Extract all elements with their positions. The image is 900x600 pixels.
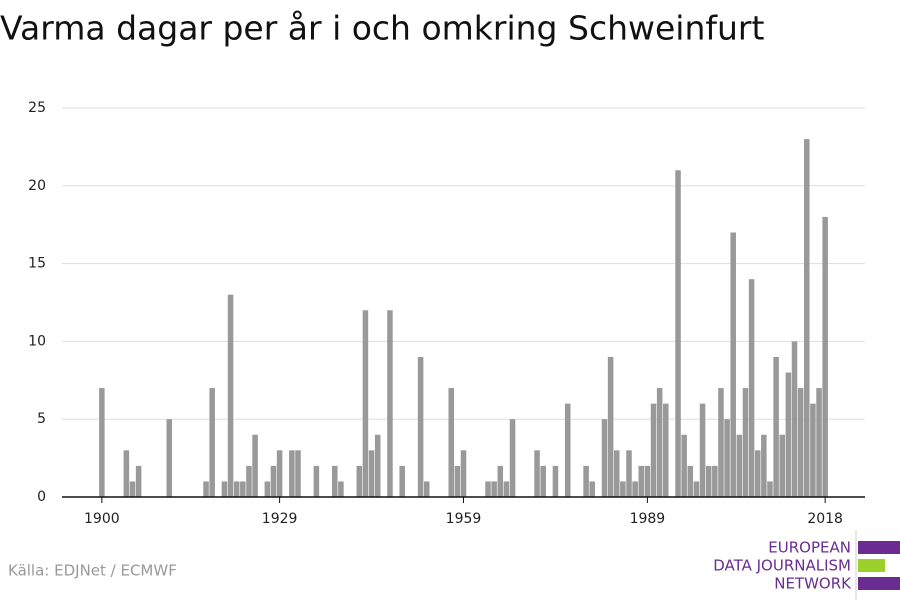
- y-tick-label: 0: [37, 489, 46, 505]
- bar: [264, 481, 271, 497]
- bar: [276, 450, 283, 497]
- bar: [227, 294, 234, 497]
- y-tick-label: 5: [37, 411, 46, 427]
- bar: [816, 388, 822, 497]
- bar: [423, 481, 430, 497]
- bar: [730, 232, 736, 498]
- y-tick-label: 10: [28, 333, 46, 349]
- logo-bar: [858, 559, 885, 572]
- logo-text: EUROPEAN: [768, 539, 851, 557]
- bar: [338, 481, 344, 497]
- bar: [693, 481, 700, 497]
- bar: [663, 403, 669, 497]
- bar: [620, 481, 626, 497]
- bar: [607, 356, 614, 497]
- bar: [552, 465, 559, 497]
- bar: [460, 450, 467, 497]
- bar: [736, 434, 743, 497]
- bar: [767, 481, 773, 497]
- bar: [718, 388, 724, 497]
- bar: [626, 450, 632, 497]
- bar: [773, 356, 779, 497]
- bar: [332, 465, 338, 497]
- logo-text: NETWORK: [774, 575, 852, 593]
- bar: [246, 465, 252, 497]
- bar: [374, 434, 381, 497]
- bar: [804, 139, 810, 497]
- bar: [368, 450, 375, 497]
- bar: [785, 372, 792, 497]
- bar: [503, 481, 510, 497]
- bar: [387, 310, 393, 497]
- bar: [650, 403, 657, 497]
- bar: [742, 388, 749, 497]
- bar: [724, 419, 730, 497]
- bar: [540, 465, 546, 497]
- bar: [209, 388, 215, 497]
- bar: [362, 310, 369, 497]
- y-tick-label: 20: [28, 178, 46, 194]
- bar: [485, 481, 491, 497]
- logo-text: DATA JOURNALISM: [713, 557, 851, 575]
- bar: [203, 481, 209, 497]
- bar: [656, 388, 663, 497]
- bar: [454, 465, 461, 497]
- bar: [289, 450, 295, 497]
- x-tick-label: 1959: [446, 511, 482, 527]
- source: Källa: EDJNet / ECMWF: [8, 562, 177, 580]
- bar: [687, 465, 694, 497]
- bar: [797, 388, 804, 497]
- bar: [270, 465, 277, 497]
- bar: [632, 481, 638, 497]
- bar: [748, 279, 755, 497]
- bar: [589, 481, 595, 497]
- bar: [712, 465, 718, 497]
- bar: [491, 481, 497, 497]
- x-tick-label: 2018: [807, 511, 843, 527]
- bar: [822, 216, 828, 498]
- bar: [705, 465, 712, 497]
- bar: [810, 403, 816, 497]
- bar: [761, 434, 767, 497]
- bar: [534, 450, 540, 497]
- bar: [497, 465, 504, 497]
- bar: [240, 481, 246, 497]
- y-tick-label: 25: [28, 100, 46, 116]
- bar: [399, 465, 405, 497]
- bar: [356, 465, 363, 497]
- x-tick-label: 1900: [84, 511, 120, 527]
- bar: [135, 465, 142, 497]
- y-tick-label: 15: [28, 256, 46, 272]
- bar: [644, 465, 651, 497]
- bar: [583, 465, 589, 497]
- bar: [675, 170, 681, 498]
- bar: [129, 481, 136, 497]
- bar: [448, 388, 454, 497]
- bar: [681, 434, 687, 497]
- bar: [166, 419, 173, 497]
- bar: [123, 450, 130, 497]
- chart-title: Varma dagar per år i och omkring Schwein…: [0, 9, 764, 48]
- bar: [99, 388, 105, 497]
- bar: [601, 419, 608, 497]
- logo-bar: [858, 541, 900, 554]
- bar: [779, 434, 786, 497]
- bar: [252, 434, 258, 497]
- x-tick-label: 1989: [630, 511, 666, 527]
- bar: [699, 403, 706, 497]
- bar: [754, 450, 761, 497]
- bar: [638, 465, 645, 497]
- logo-bar: [858, 577, 900, 590]
- bar: [295, 450, 301, 497]
- bar: [564, 403, 571, 497]
- bar: [613, 450, 620, 497]
- bar: [791, 341, 798, 497]
- bar: [233, 481, 240, 497]
- bar: [509, 419, 516, 497]
- bar: [221, 481, 228, 497]
- bar: [417, 356, 424, 497]
- x-tick-label: 1929: [262, 511, 298, 527]
- bar: [313, 465, 320, 497]
